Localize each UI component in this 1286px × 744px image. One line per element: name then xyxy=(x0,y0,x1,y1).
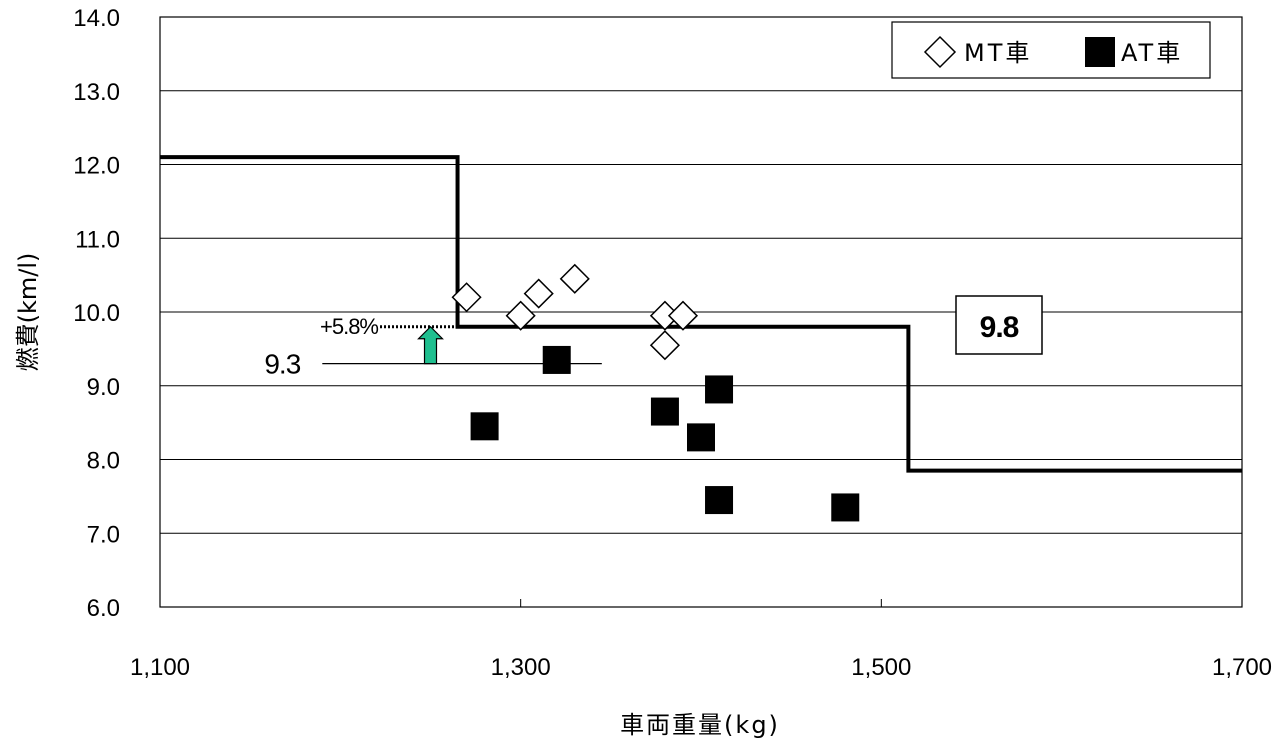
at-data-point xyxy=(470,412,499,441)
mt-data-point xyxy=(523,278,554,309)
legend: MT車 AT車 xyxy=(891,21,1211,79)
x-tick-label: 1,300 xyxy=(491,654,551,681)
y-tick-label: 14.0 xyxy=(73,5,120,32)
mt-data-point xyxy=(451,282,482,313)
y-tick-label: 12.0 xyxy=(73,153,120,180)
average-label: 9.3 xyxy=(264,349,300,380)
y-tick-label: 9.0 xyxy=(87,374,120,401)
at-data-point xyxy=(705,486,734,515)
at-data-point xyxy=(650,397,679,426)
x-axis-title: 車両重量(kg) xyxy=(620,711,780,739)
mt-data-point xyxy=(505,300,536,331)
standard-box-label: 9.8 xyxy=(980,311,1019,344)
y-tick-label: 8.0 xyxy=(87,448,120,475)
x-tick-label: 1,500 xyxy=(851,654,911,681)
y-axis-title: 燃費(km/l) xyxy=(14,253,42,372)
annotations: 9.3 +5.8% xyxy=(264,314,602,380)
data-points xyxy=(451,263,860,522)
at-data-point xyxy=(705,375,734,404)
x-tick-label: 1,700 xyxy=(1212,654,1272,681)
at-data-point xyxy=(831,493,860,522)
legend-label-mt: MT車 xyxy=(964,39,1032,67)
y-tick-label: 10.0 xyxy=(73,300,120,327)
y-tick-label: 11.0 xyxy=(75,226,120,253)
y-tick-label: 6.0 xyxy=(87,595,120,622)
at-data-point xyxy=(542,345,571,374)
at-data-point xyxy=(687,423,715,452)
y-tick-label: 7.0 xyxy=(87,521,120,548)
mt-data-point xyxy=(649,330,680,361)
improvement-label: +5.8% xyxy=(320,314,378,339)
mt-data-point xyxy=(667,300,699,331)
legend-label-at: AT車 xyxy=(1121,39,1183,67)
standard-value-box: 9.8 xyxy=(955,295,1043,355)
legend-square-marker xyxy=(1085,37,1115,67)
y-axis-ticks: 6.0 7.0 8.0 9.0 10.0 11.0 12.0 13.0 14.0 xyxy=(73,5,120,622)
gridlines xyxy=(160,90,1242,534)
up-arrow-icon xyxy=(417,325,444,365)
mt-data-point xyxy=(559,263,590,294)
standard-box-frame xyxy=(955,295,1043,355)
x-axis-ticks: 1,100 1,300 1,500 1,700 xyxy=(130,599,1272,681)
x-tick-label: 1,100 xyxy=(130,654,190,681)
legend-diamond-marker xyxy=(923,35,957,69)
y-tick-label: 13.0 xyxy=(73,79,120,106)
